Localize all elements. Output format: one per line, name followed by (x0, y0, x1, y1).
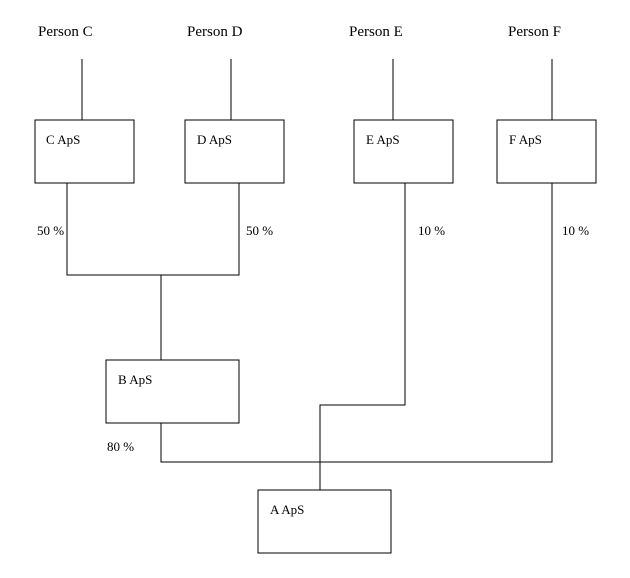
person-label-pe: Person E (349, 24, 403, 40)
pct-label-p10f: 10 % (562, 223, 589, 238)
box-b (106, 360, 239, 423)
person-label-pf: Person F (508, 24, 561, 40)
pct-label-p10e: 10 % (418, 223, 445, 238)
pct-label-p50c: 50 % (37, 223, 64, 238)
box-c (35, 120, 134, 183)
box-label-d: D ApS (197, 132, 232, 147)
box-label-b: B ApS (118, 372, 152, 387)
box-label-a: A ApS (270, 502, 304, 517)
box-label-f: F ApS (509, 132, 542, 147)
pct-label-p50d: 50 % (246, 223, 273, 238)
person-label-pc: Person C (38, 24, 93, 40)
box-a (258, 490, 391, 553)
edge-b-a (161, 423, 320, 490)
box-f (497, 120, 596, 183)
person-label-pd: Person D (187, 24, 243, 40)
box-d (185, 120, 284, 183)
ownership-diagram: C ApS D ApS E ApS F ApS B ApS A ApS Person C Pe… (0, 0, 630, 578)
box-label-e: E ApS (366, 132, 400, 147)
pct-label-p80b: 80 % (107, 439, 134, 454)
edge-c-b (67, 183, 161, 360)
box-e (354, 120, 453, 183)
box-label-c: C ApS (46, 132, 80, 147)
edge-e-a (320, 183, 405, 490)
edge-d-b (161, 183, 239, 275)
